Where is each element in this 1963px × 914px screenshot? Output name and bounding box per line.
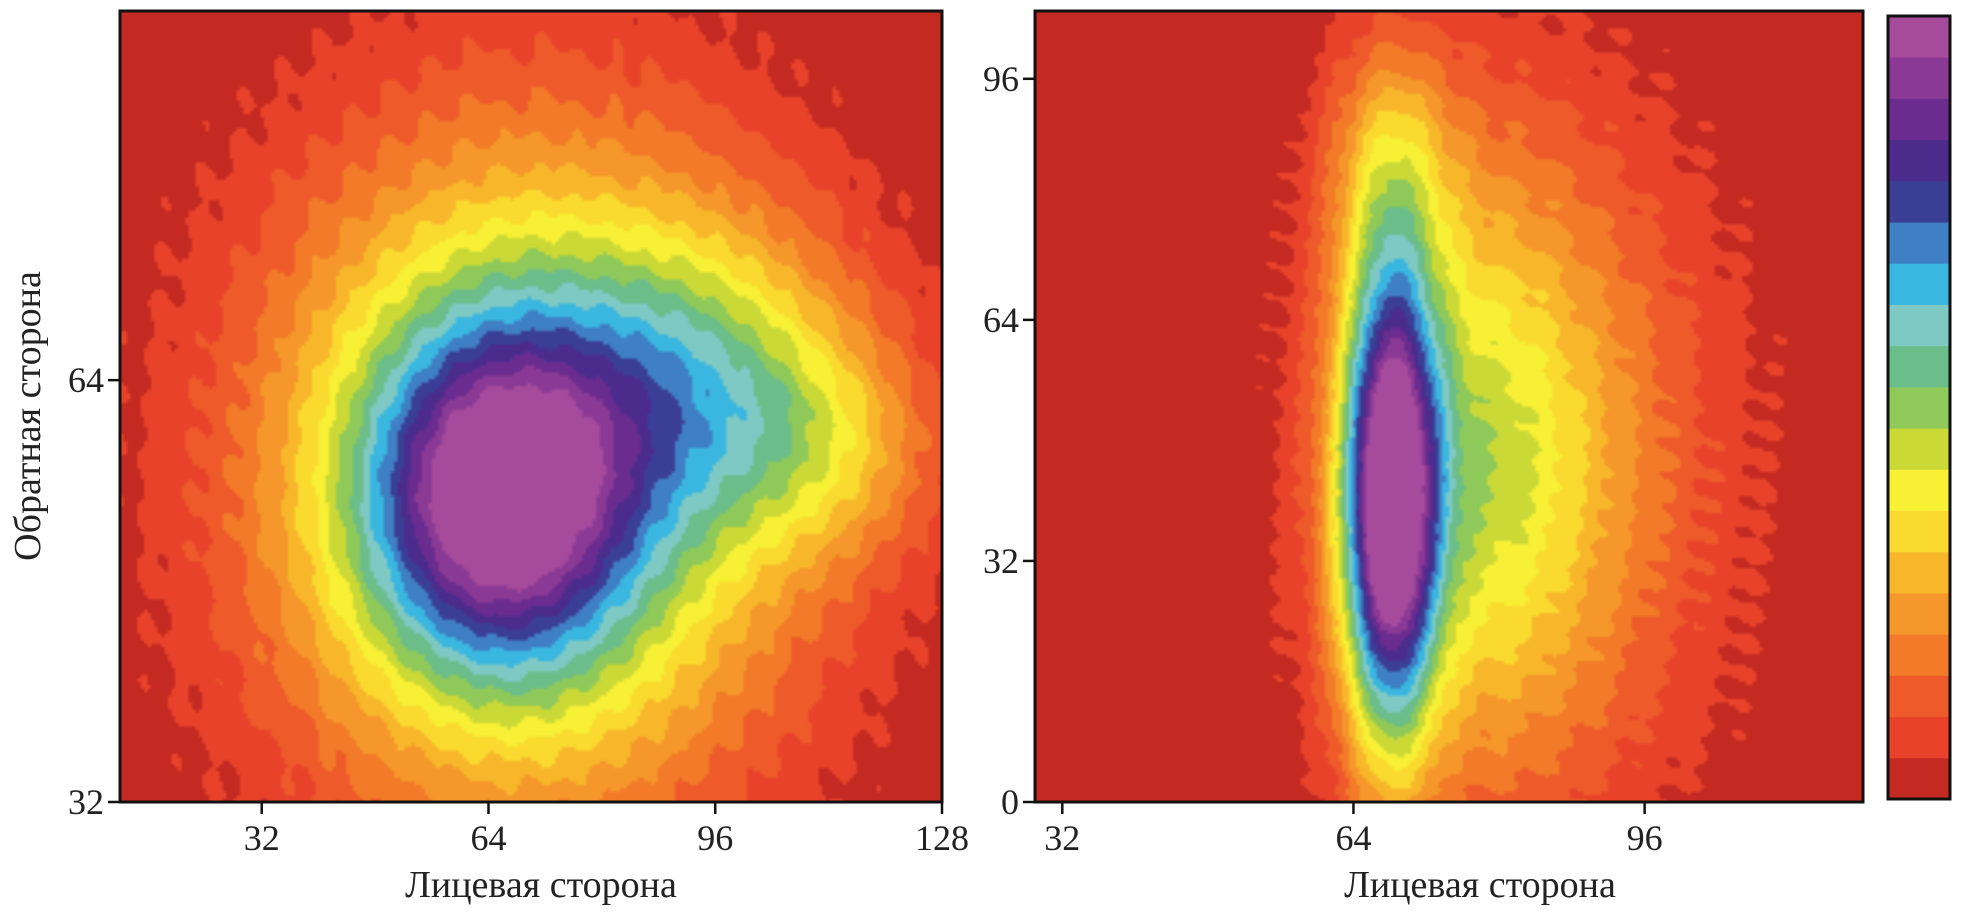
colorbar-frame (1886, 14, 1952, 801)
colorbar-swatch (1888, 57, 1950, 99)
left-x-tick-label: 96 (697, 818, 733, 858)
right-heatmap-image (1035, 11, 1863, 802)
right-y-tick-label: 0 (1001, 782, 1019, 822)
colorbar-swatch (1888, 428, 1950, 470)
right-y-tick-label: 32 (983, 541, 1019, 581)
colorbar (1888, 16, 1950, 800)
colorbar-swatch (1888, 16, 1950, 58)
colorbar-swatch (1888, 222, 1950, 264)
right-panel: 32 64 96 0 32 64 96 Лицевая сторона (983, 9, 1865, 906)
left-x-ticks: 32 64 96 128 (244, 802, 969, 858)
left-plot-frame (118, 9, 944, 804)
left-y-axis-title: Обратная сторона (7, 271, 49, 561)
right-x-axis-title: Лицевая сторона (1344, 864, 1616, 906)
right-plot-frame (1033, 9, 1865, 804)
right-x-tick-label: 96 (1627, 818, 1663, 858)
colorbar-swatch (1888, 510, 1950, 553)
left-heatmap-image (120, 11, 942, 802)
left-panel: 32 64 96 128 32 64 Лицевая сторона Обратная … (7, 9, 969, 906)
right-x-tick-label: 64 (1335, 818, 1371, 858)
colorbar-swatch (1888, 263, 1950, 305)
colorbar-swatch (1888, 716, 1950, 759)
colorbar-swatch (1888, 304, 1950, 347)
colorbar-swatch (1888, 757, 1950, 800)
colorbar-swatch (1888, 634, 1950, 676)
right-y-ticks: 0 32 64 96 (983, 59, 1035, 822)
colorbar-swatch (1888, 675, 1950, 718)
left-x-tick-label: 128 (915, 818, 969, 858)
right-x-tick-label: 32 (1044, 818, 1080, 858)
right-x-ticks: 32 64 96 (1044, 802, 1663, 858)
left-x-axis-title: Лицевая сторона (405, 864, 677, 906)
colorbar-swatch (1888, 98, 1950, 141)
left-y-ticks: 32 64 (68, 360, 120, 822)
left-x-tick-label: 32 (244, 818, 280, 858)
left-y-tick-label: 32 (68, 782, 104, 822)
right-y-tick-label: 96 (983, 59, 1019, 99)
colorbar-swatch (1888, 469, 1950, 512)
colorbar-swatch (1888, 139, 1950, 182)
colorbar-swatch (1888, 592, 1950, 635)
colorbar-swatch (1888, 551, 1950, 594)
right-y-tick-label: 64 (983, 300, 1019, 340)
colorbar-swatch (1888, 180, 1950, 223)
colorbar-swatch (1888, 386, 1950, 429)
colorbar-swatch (1888, 345, 1950, 388)
left-x-tick-label: 64 (470, 818, 506, 858)
left-y-tick-label: 64 (68, 360, 104, 400)
